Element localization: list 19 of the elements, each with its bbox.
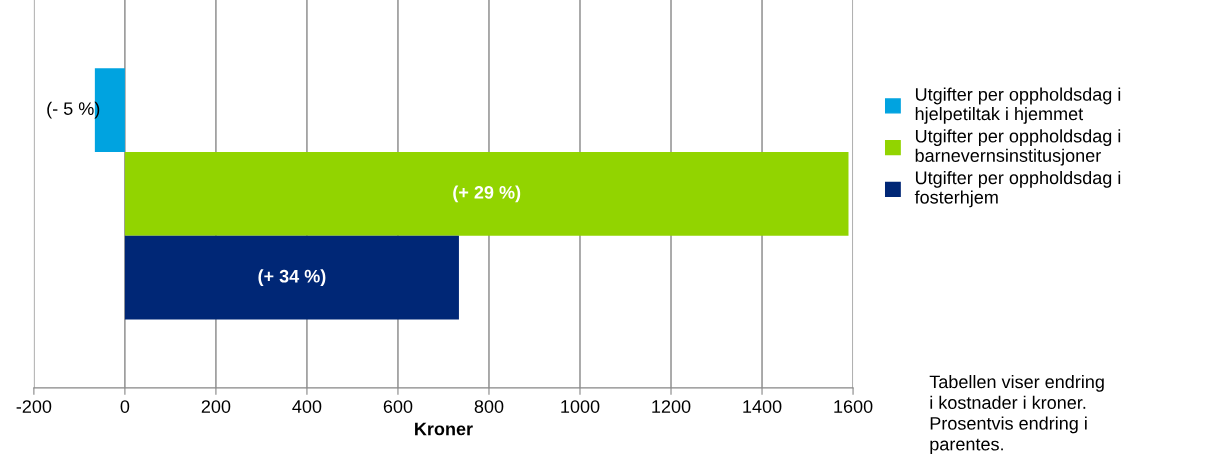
bar xyxy=(124,152,849,236)
legend-label: Utgifter per oppholdsdag i hjelpetiltak i hjemmet xyxy=(915,87,1121,124)
legend-label: Utgifter per oppholdsdag i fosterhjem xyxy=(914,170,1121,208)
bar xyxy=(124,235,459,320)
x-axis-title: Kroner xyxy=(415,422,473,436)
x-tick-label: 600 xyxy=(383,400,413,413)
x-tick-label: 200 xyxy=(201,400,231,413)
x-tick-label: 1400 xyxy=(743,400,782,413)
x-tick-label: 400 xyxy=(292,400,322,413)
annotation: (+ 29 %) xyxy=(453,185,521,203)
text: Tabellen viser endring i kostnader i kroner. Prosentvis endring i parentes. xyxy=(929,374,1104,455)
annotation: (+ 34 %) xyxy=(258,269,326,287)
legend-label: Utgifter per oppholdsdag i barnevernsinstitusjoner xyxy=(915,129,1121,166)
x-tick-label: -200 xyxy=(16,400,52,413)
x-tick-label: 0 xyxy=(120,400,130,413)
x-tick-label: 1600 xyxy=(834,400,873,413)
x-tick-label: 800 xyxy=(474,400,504,413)
x-tick-label: 1000 xyxy=(561,400,600,413)
x-tick-label: 1200 xyxy=(652,400,691,413)
